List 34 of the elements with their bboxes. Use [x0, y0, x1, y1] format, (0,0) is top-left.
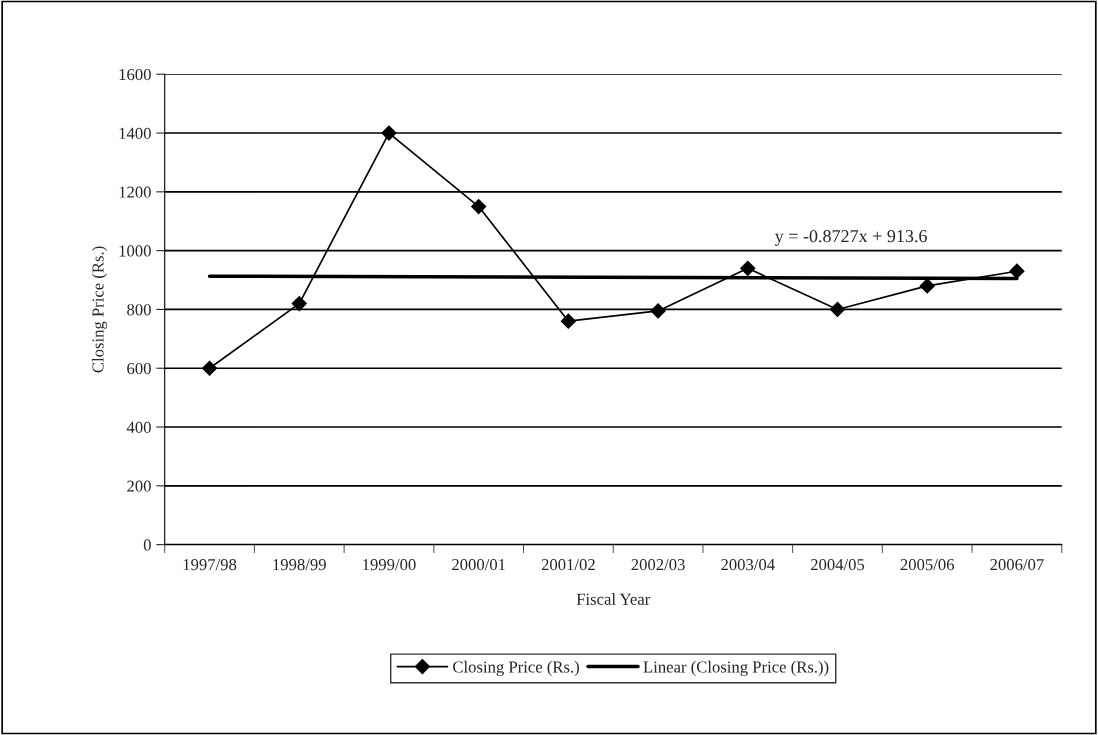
x-tick-label: 2001/02	[541, 559, 595, 571]
point	[1009, 263, 1025, 279]
y-tick-label: 400	[126, 421, 151, 433]
y-tick-label: 1600	[119, 68, 151, 81]
point	[740, 260, 756, 276]
y-tick-label: 1000	[119, 245, 151, 257]
legend-label: Closing Price (Rs.)	[453, 660, 579, 677]
y-tick-label: 0	[143, 539, 151, 551]
y-tick-label: 1400	[119, 127, 151, 139]
x-axis-title: Fiscal Year	[576, 593, 651, 605]
point	[201, 360, 218, 376]
point	[381, 125, 397, 141]
point	[471, 198, 487, 215]
annotation: y = -0.8727x + 913.6	[774, 230, 927, 246]
x-tick-label: 1999/00	[363, 559, 416, 571]
x-tick-label: 2005/06	[900, 559, 955, 571]
x-tick-label: 1998/99	[273, 559, 326, 571]
point	[919, 278, 935, 294]
y-tick-label: 600	[127, 362, 151, 375]
y-tick-label: 200	[127, 480, 151, 492]
legend-label: Linear (Closing Price (Rs.))	[643, 660, 829, 677]
x-tick-label: 2002/03	[631, 559, 685, 571]
y-axis-title: Closing Price (Rs.)	[91, 246, 108, 373]
x-tick-label: 1997/98	[183, 559, 237, 571]
x-tick-label: 2004/05	[810, 559, 865, 571]
x-tick-label: 2006/07	[990, 559, 1044, 571]
point	[291, 295, 307, 312]
x-tick-label: 2000/01	[452, 559, 505, 571]
point	[560, 313, 576, 329]
point	[829, 301, 846, 318]
x-tick-label: 2003/04	[721, 559, 775, 571]
y-tick-label: 800	[127, 304, 151, 316]
y-tick-label: 1200	[119, 186, 151, 198]
point	[650, 303, 666, 319]
